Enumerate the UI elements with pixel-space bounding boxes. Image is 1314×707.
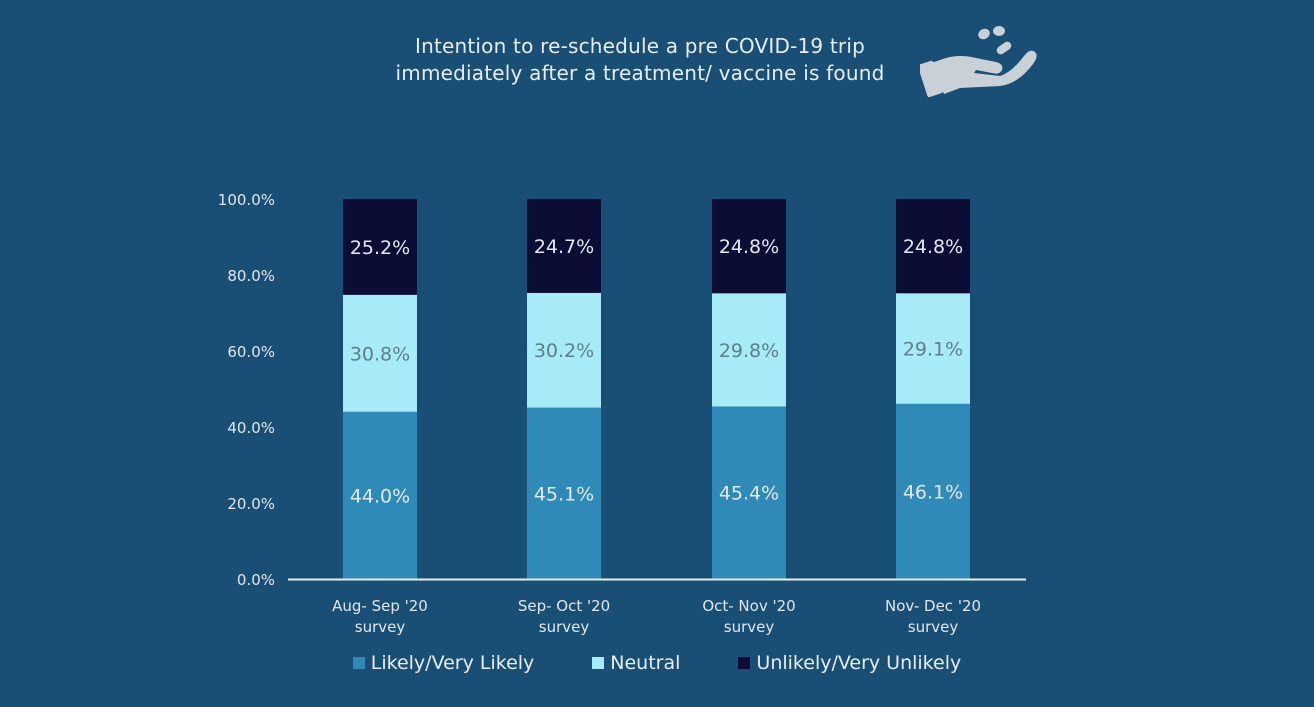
chart-title-line-2: immediately after a treatment/ vaccine i… (395, 61, 885, 85)
data-label: 30.8% (350, 343, 410, 365)
bar-segment-unlikely (712, 199, 786, 294)
legend-item-unlikely: Unlikely/Very Unlikely (738, 652, 961, 674)
x-tick-label: Nov- Dec '20 (885, 597, 981, 615)
legend-swatch-likely (352, 657, 365, 669)
legend-label-likely: Likely/Very Likely (370, 652, 535, 674)
data-label: 45.4% (719, 483, 779, 505)
bar-segment-neutral (527, 292, 601, 408)
legend-item-likely: Likely/Very Likely (352, 652, 535, 674)
data-label: 24.8% (719, 236, 779, 258)
data-label: 29.1% (903, 339, 963, 361)
x-tick-label: survey (539, 618, 590, 636)
x-tick-label: survey (724, 618, 775, 636)
bar-segment-likely (343, 411, 417, 579)
y-tick-label: 60.0% (227, 343, 275, 361)
data-label: 24.7% (534, 236, 594, 258)
x-tick-label: survey (908, 618, 959, 636)
legend-swatch-neutral (592, 657, 605, 669)
data-label: 44.0% (350, 485, 410, 507)
x-tick-label: Oct- Nov '20 (702, 597, 795, 615)
data-label: 30.2% (534, 340, 594, 362)
data-label: 29.8% (719, 340, 779, 362)
x-tick-label: survey (355, 618, 406, 636)
x-tick-label: Aug- Sep '20 (332, 597, 428, 615)
data-label: 25.2% (350, 237, 410, 259)
bar-segment-neutral (712, 293, 786, 407)
y-tick-label: 100.0% (218, 191, 275, 209)
data-label: 45.1% (534, 483, 594, 505)
bar-segment-neutral (343, 294, 417, 412)
bar-segment-neutral (896, 293, 970, 404)
legend-swatch-unlikely (738, 657, 751, 669)
bar-segment-likely (896, 403, 970, 579)
bar-segment-unlikely (527, 199, 601, 293)
chart-legend: Likely/Very Likely Neutral Unlikely/Very… (0, 652, 1314, 674)
legend-label-neutral: Neutral (610, 652, 681, 674)
bar-segment-unlikely (343, 199, 417, 295)
legend-item-neutral: Neutral (592, 652, 680, 674)
y-tick-label: 0.0% (237, 571, 275, 589)
x-tick-label: Sep- Oct '20 (518, 597, 610, 615)
data-label: 24.8% (903, 236, 963, 258)
y-tick-label: 20.0% (227, 495, 275, 513)
bar-segment-likely (712, 406, 786, 579)
chart-title: Intention to re-schedule a pre COVID-19 … (340, 33, 940, 87)
bar-segment-likely (527, 407, 601, 579)
legend-label-unlikely: Unlikely/Very Unlikely (756, 652, 962, 674)
y-tick-label: 40.0% (227, 419, 275, 437)
chart-title-line-1: Intention to re-schedule a pre COVID-19 … (414, 34, 866, 58)
hand-holding-pills-icon (920, 26, 1037, 98)
data-label: 46.1% (903, 481, 963, 503)
y-tick-label: 80.0% (227, 267, 275, 285)
bar-segment-unlikely (896, 199, 970, 294)
